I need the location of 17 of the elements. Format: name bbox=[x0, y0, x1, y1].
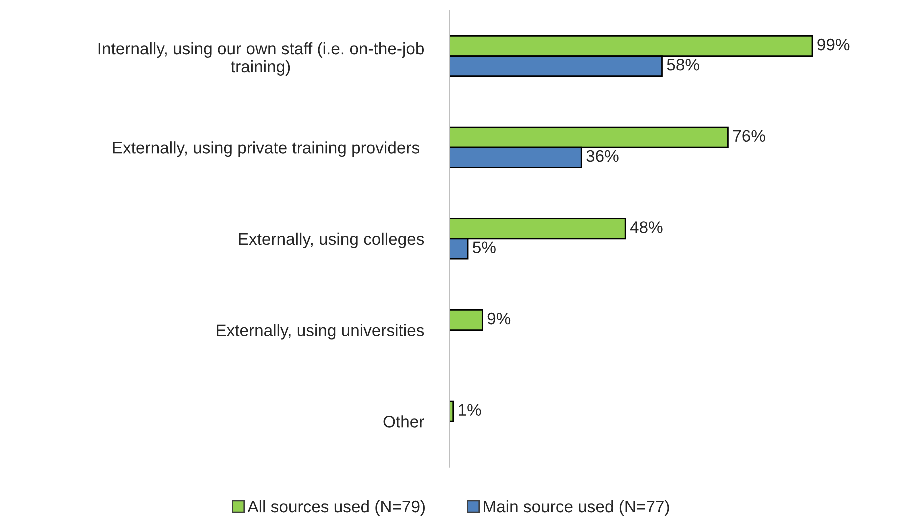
legend-label: All sources used (N=79) bbox=[248, 500, 426, 516]
y-tick-label: Externally, using colleges bbox=[239, 232, 424, 248]
data-label: 58% bbox=[667, 59, 700, 71]
data-label: 5% bbox=[473, 242, 496, 254]
bar bbox=[450, 309, 484, 331]
data-label: 9% bbox=[488, 312, 511, 325]
legend-label: Main source used (N=77) bbox=[484, 500, 670, 516]
y-tick-label: Externally, using private training providers bbox=[113, 142, 420, 158]
data-label: 1% bbox=[459, 404, 482, 416]
y-tick-label: Externally, using universities bbox=[217, 324, 424, 340]
y-tick-label: Internally, using our own staff (i.e. on-the-job training) bbox=[98, 42, 424, 76]
bar bbox=[450, 400, 454, 422]
y-tick-label: Other bbox=[384, 416, 424, 428]
data-label: 76% bbox=[733, 130, 766, 142]
data-label: 48% bbox=[630, 222, 663, 234]
data-label: 36% bbox=[586, 150, 619, 162]
data-label: 99% bbox=[818, 38, 850, 51]
